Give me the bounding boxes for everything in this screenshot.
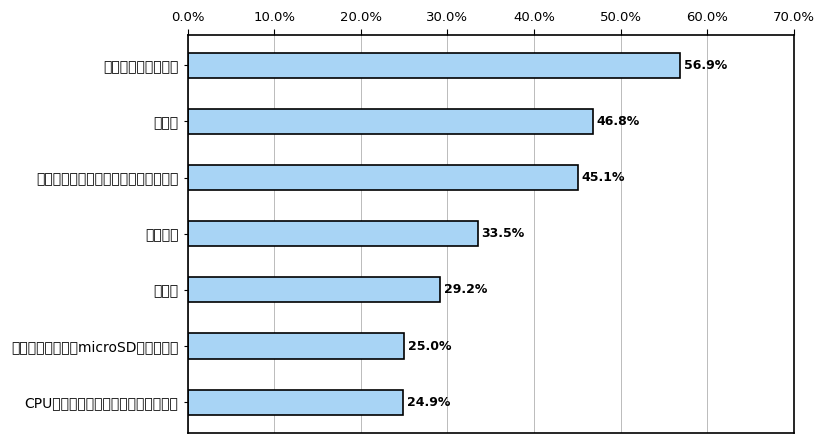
Bar <box>188 277 440 302</box>
Text: 45.1%: 45.1% <box>582 171 625 184</box>
Bar <box>188 53 681 78</box>
Bar <box>188 221 477 246</box>
Text: 33.5%: 33.5% <box>482 227 525 240</box>
Text: 24.9%: 24.9% <box>406 396 450 408</box>
Text: 25.0%: 25.0% <box>407 340 451 353</box>
Text: 56.9%: 56.9% <box>684 59 727 72</box>
Text: 46.8%: 46.8% <box>596 115 639 128</box>
Bar <box>188 333 404 359</box>
Bar <box>188 165 578 190</box>
Bar <box>188 389 403 415</box>
Text: 29.2%: 29.2% <box>444 283 487 296</box>
Bar <box>188 109 593 134</box>
